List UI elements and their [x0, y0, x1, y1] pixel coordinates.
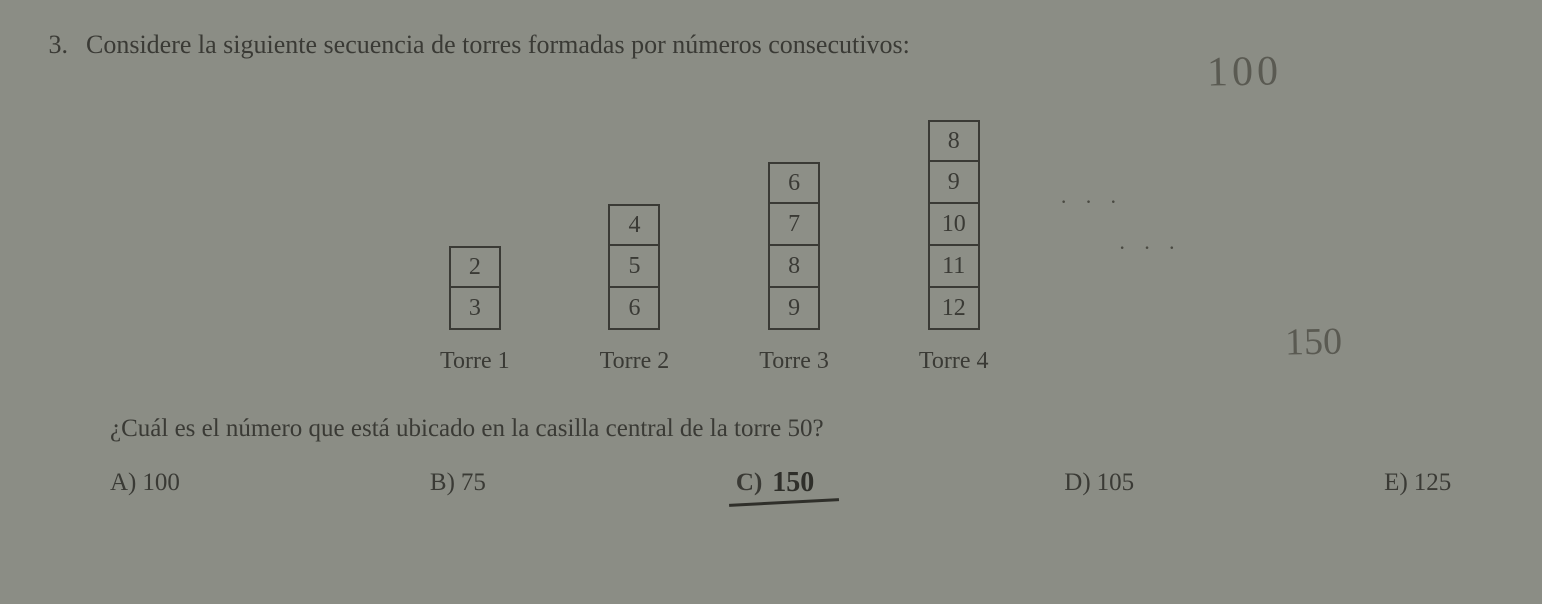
option-d-letter: D): [1064, 469, 1090, 497]
exam-page: 3. Considere la siguiente secuencia de t…: [0, 0, 1542, 604]
tower-1-cells: 2 3: [449, 246, 501, 330]
option-d-value: 105: [1097, 469, 1135, 497]
tower-cell: 9: [928, 162, 980, 204]
tower-3-label: Torre 3: [759, 348, 829, 375]
option-a[interactable]: A) 100: [110, 469, 180, 497]
tower-cell: 10: [928, 204, 980, 246]
options-row: A) 100 B) 75 C) 150 D) 105 E) 125: [110, 467, 1482, 499]
tower-cell: 11: [928, 246, 980, 288]
option-a-value: 100: [142, 469, 180, 497]
option-e[interactable]: E) 125: [1384, 469, 1451, 497]
option-c-letter: C): [736, 469, 762, 497]
tower-cell: 2: [449, 246, 501, 288]
option-c[interactable]: C) 150: [736, 467, 814, 499]
ellipsis-labels: · · ·: [1119, 235, 1182, 261]
tower-cell: 12: [928, 288, 980, 330]
option-d[interactable]: D) 105: [1064, 469, 1134, 497]
ellipsis-top: · · ·: [1060, 189, 1123, 215]
sub-question: ¿Cuál es el número que está ubicado en l…: [110, 415, 1482, 443]
tower-1-label: Torre 1: [440, 348, 510, 375]
tower-cell: 4: [608, 204, 660, 246]
option-b-value: 75: [461, 469, 486, 497]
option-a-letter: A): [110, 469, 136, 497]
option-b-letter: B): [430, 469, 455, 497]
option-c-handwritten-value: 150: [772, 467, 814, 499]
tower-3: 6 7 8 9 Torre 3: [759, 162, 829, 375]
option-b[interactable]: B) 75: [430, 469, 486, 497]
tower-cell: 5: [608, 246, 660, 288]
tower-cell: 7: [768, 204, 820, 246]
option-e-letter: E): [1384, 469, 1408, 497]
tower-2: 4 5 6 Torre 2: [600, 204, 670, 375]
option-e-value: 125: [1414, 469, 1452, 497]
tower-cell: 3: [449, 288, 501, 330]
handwritten-annotation-top: 100: [1207, 47, 1283, 96]
tower-4-cells: 8 9 10 11 12: [928, 120, 980, 330]
tower-cell: 6: [768, 162, 820, 204]
tower-2-cells: 4 5 6: [608, 204, 660, 330]
handwritten-annotation-mid: 150: [1285, 320, 1343, 365]
tower-cell: 9: [768, 288, 820, 330]
tower-1: 2 3 Torre 1: [440, 246, 510, 375]
tower-4-label: Torre 4: [919, 348, 989, 375]
tower-3-cells: 6 7 8 9: [768, 162, 820, 330]
tower-2-label: Torre 2: [600, 348, 670, 375]
tower-cell: 8: [768, 246, 820, 288]
tower-cell: 8: [928, 120, 980, 162]
tower-4: 8 9 10 11 12 Torre 4: [919, 120, 989, 375]
question-number: 3.: [40, 30, 68, 60]
tower-cell: 6: [608, 288, 660, 330]
